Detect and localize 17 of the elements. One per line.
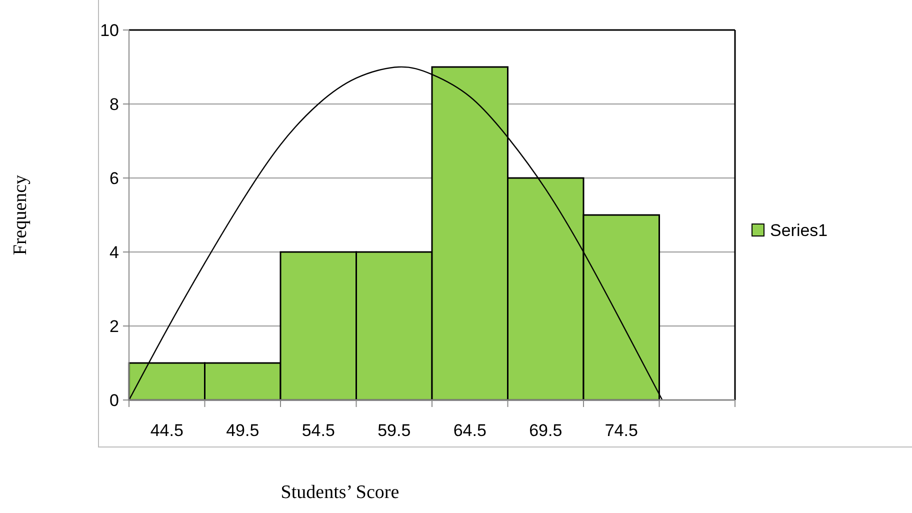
x-tick-label: 59.5 [378,421,411,440]
y-tick-label: 10 [100,20,119,40]
x-tick-label: 69.5 [529,421,562,440]
y-tick-label: 6 [110,168,119,188]
y-tick-label: 8 [110,94,119,114]
x-tick-label: 64.5 [453,421,486,440]
x-axis-title: Students’ Score [280,482,400,503]
y-tick-label: 0 [110,390,119,410]
x-tick-label: 74.5 [604,421,638,440]
legend-label: Series1 [770,220,828,240]
line-series [128,66,663,401]
x-tick-label: 49.5 [226,421,260,440]
x-tick-label: 44.5 [150,421,184,440]
y-tick-label: 4 [110,242,119,262]
x-tick-label: 54.5 [302,421,335,440]
y-tick-label: 2 [110,316,119,336]
y-axis-title: Frequency [10,174,31,256]
